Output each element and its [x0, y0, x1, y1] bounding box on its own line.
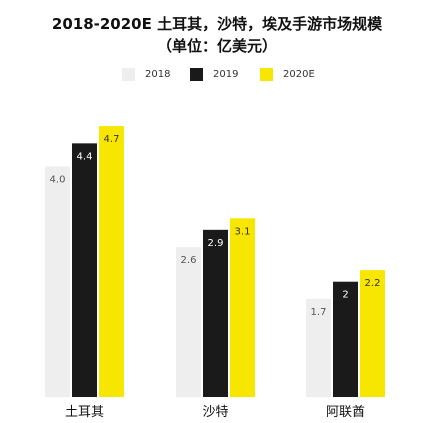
- data-label-2018-0: 4.0: [50, 174, 66, 185]
- legend-label-2018: 2018: [145, 69, 171, 80]
- bar-2019-1: [203, 229, 228, 397]
- legend-label-2020e: 2020E: [283, 69, 315, 80]
- data-label-2020e-2: 2.2: [365, 278, 381, 289]
- data-label-2018-1: 2.6: [181, 255, 197, 266]
- data-label-2019-0: 4.4: [77, 151, 93, 162]
- bar-2019-0: [72, 143, 97, 397]
- bar-2018-2: [306, 299, 331, 397]
- legend-swatch-2018: [122, 68, 135, 81]
- bar-2020e-2: [360, 270, 385, 397]
- bar-2018-0: [45, 166, 70, 397]
- category-label-0: 土耳其: [65, 405, 104, 420]
- data-label-2019-1: 2.9: [208, 238, 224, 249]
- bar-2018-1: [176, 247, 201, 397]
- chart-title: 2018-2020E 土耳其，沙特，埃及手游市场规模: [51, 15, 383, 33]
- legend-item-2019: 2019: [190, 68, 238, 81]
- legend-item-2020e: 2020E: [260, 68, 315, 81]
- category-label-1: 沙特: [202, 405, 228, 420]
- legend: 2018 2019 2020E: [0, 68, 434, 86]
- legend-label-2019: 2019: [213, 69, 239, 80]
- bar-2020e-1: [230, 218, 255, 397]
- bar-2019-2: [333, 281, 358, 397]
- legend-item-2018: 2018: [122, 68, 170, 81]
- data-label-2020e-0: 4.7: [104, 134, 120, 145]
- data-label-2020e-1: 3.1: [235, 226, 251, 237]
- category-label-2: 阿联酋: [326, 404, 365, 420]
- legend-swatch-2019: [190, 68, 203, 81]
- data-label-2019-2: 2: [342, 290, 348, 301]
- chart-subtitle: （单位：亿美元）: [156, 37, 277, 55]
- legend-swatch-2020e: [260, 68, 273, 81]
- bar-2020e-0: [99, 126, 124, 397]
- data-label-2018-2: 1.7: [311, 307, 327, 318]
